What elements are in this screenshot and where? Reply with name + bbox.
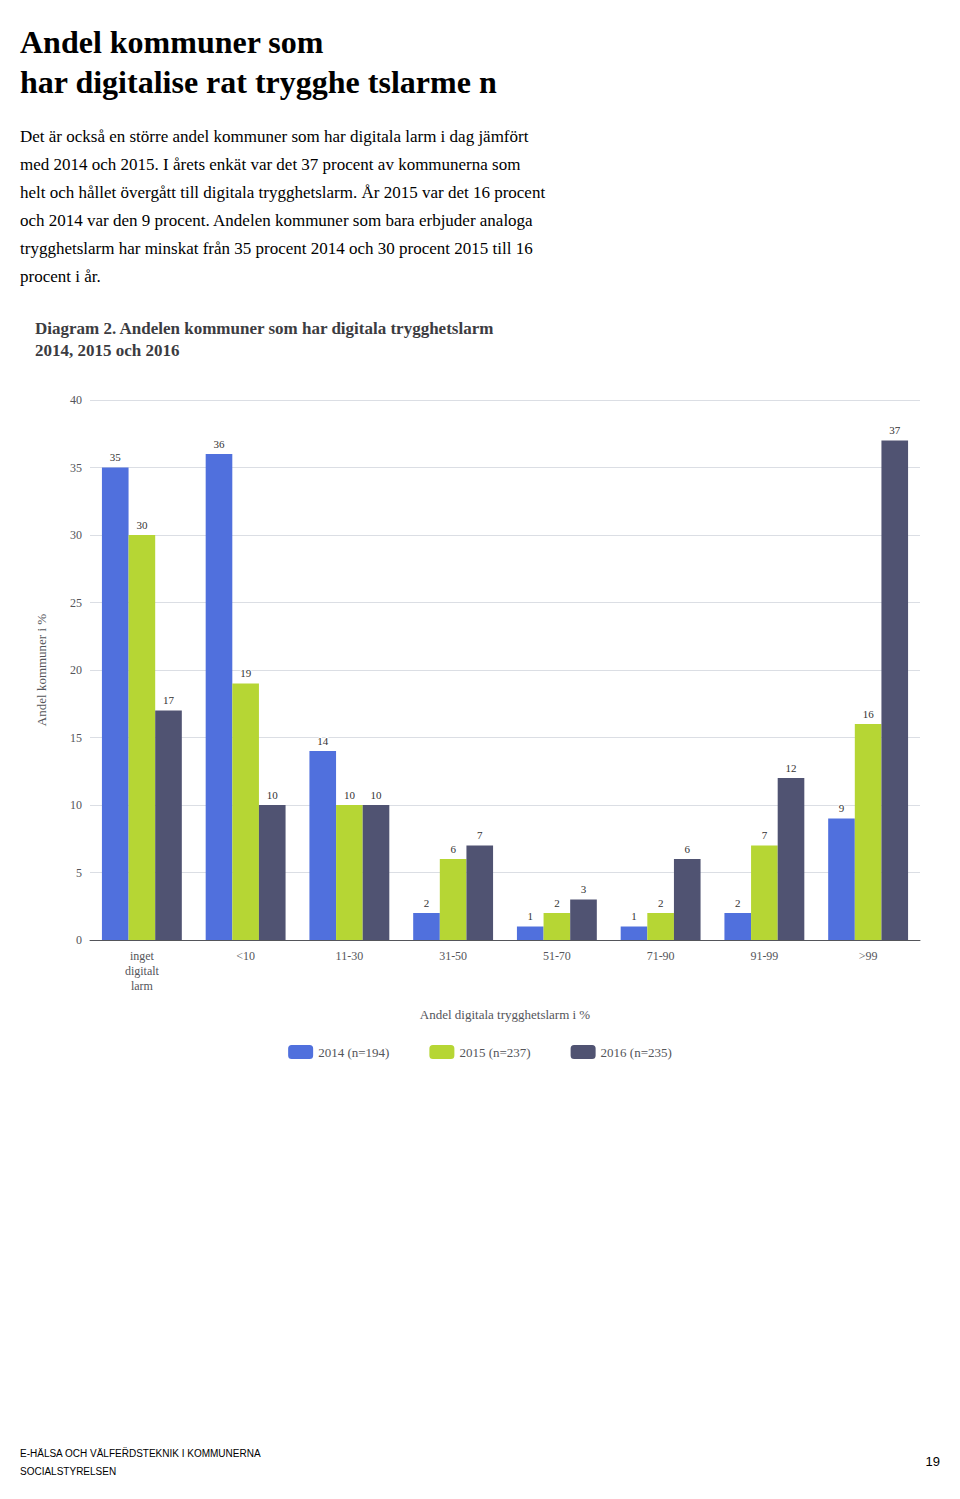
svg-text:20: 20 <box>70 663 82 677</box>
svg-text:19: 19 <box>240 667 252 679</box>
svg-text:procent i år.: procent i år. <box>20 267 101 286</box>
svg-text:14: 14 <box>317 735 329 747</box>
svg-text:2014 (n=194): 2014 (n=194) <box>318 1045 389 1060</box>
svg-text:10: 10 <box>70 798 82 812</box>
svg-text:3: 3 <box>581 883 587 895</box>
svg-text:30: 30 <box>70 528 82 542</box>
svg-text:9: 9 <box>839 802 845 814</box>
svg-text:16: 16 <box>863 708 875 720</box>
svg-text:35: 35 <box>70 461 82 475</box>
svg-text:Det är också en större andel k: Det är också en större andel kommuner so… <box>20 127 529 146</box>
svg-text:2: 2 <box>735 897 741 909</box>
svg-text:2016 (n=235): 2016 (n=235) <box>601 1045 672 1060</box>
svg-text:6: 6 <box>685 843 691 855</box>
svg-text:2: 2 <box>424 897 430 909</box>
svg-text:1: 1 <box>527 910 533 922</box>
svg-text:inget: inget <box>130 949 155 963</box>
svg-text:10: 10 <box>267 789 279 801</box>
svg-text:0: 0 <box>76 933 82 947</box>
svg-text:2: 2 <box>554 897 560 909</box>
svg-text:Andel digitala trygghetslarm i: Andel digitala trygghetslarm i % <box>420 1007 591 1022</box>
svg-text:Diagram 2. Andelen kommuner so: Diagram 2. Andelen kommuner som har digi… <box>35 319 493 338</box>
svg-text:trygghetslarm har minskat från: trygghetslarm har minskat från 35 procen… <box>20 239 533 258</box>
svg-text:7: 7 <box>762 829 768 841</box>
svg-text:15: 15 <box>70 731 82 745</box>
svg-text:2014, 2015 och 2016: 2014, 2015 och 2016 <box>35 341 180 360</box>
svg-text:6: 6 <box>450 843 456 855</box>
svg-text:5: 5 <box>76 866 82 880</box>
svg-text:31-50: 31-50 <box>439 949 467 963</box>
svg-text:10: 10 <box>344 789 356 801</box>
svg-text:larm: larm <box>131 979 154 993</box>
svg-text:Andel kommuner som: Andel kommuner som <box>20 24 324 60</box>
svg-text:2: 2 <box>658 897 664 909</box>
svg-text:19: 19 <box>926 1454 940 1469</box>
svg-text:2015 (n=237): 2015 (n=237) <box>459 1045 530 1060</box>
svg-text:och 2014 var den 9 procent. An: och 2014 var den 9 procent. Andelen komm… <box>20 211 533 230</box>
svg-text:37: 37 <box>889 424 901 436</box>
svg-text:36: 36 <box>213 438 225 450</box>
svg-text:12: 12 <box>786 762 797 774</box>
svg-text:30: 30 <box>136 519 148 531</box>
svg-text:helt och hållet övergått till: helt och hållet övergått till digitala t… <box>20 183 545 202</box>
svg-text:51-70: 51-70 <box>543 949 571 963</box>
svg-text:35: 35 <box>110 451 122 463</box>
svg-text:<10: <10 <box>236 949 255 963</box>
svg-text:digitalt: digitalt <box>125 964 160 978</box>
svg-text:med 2014 och 2015. I årets enk: med 2014 och 2015. I årets enkät var det… <box>20 155 520 174</box>
svg-text:25: 25 <box>70 596 82 610</box>
svg-text:71-90: 71-90 <box>647 949 675 963</box>
svg-text:har digitalise rat trygghe tsl: har digitalise rat trygghe tslarme n <box>20 64 497 100</box>
svg-text:91-99: 91-99 <box>750 949 778 963</box>
svg-text:40: 40 <box>70 393 82 407</box>
svg-text:Andel kommuner i %: Andel kommuner i % <box>34 614 49 726</box>
svg-text:>99: >99 <box>859 949 878 963</box>
svg-text:1: 1 <box>631 910 637 922</box>
svg-text:10: 10 <box>371 789 383 801</box>
svg-text:17: 17 <box>163 694 175 706</box>
svg-text:E-HÄLSA OCH VÄLFER̈DSTEKNIK I: E-HÄLSA OCH VÄLFER̈DSTEKNIK I KOMMUNERNA <box>20 1447 261 1459</box>
svg-text:SOCIALSTYRELSEN: SOCIALSTYRELSEN <box>20 1466 116 1477</box>
svg-text:11-30: 11-30 <box>336 949 364 963</box>
svg-text:7: 7 <box>477 829 483 841</box>
